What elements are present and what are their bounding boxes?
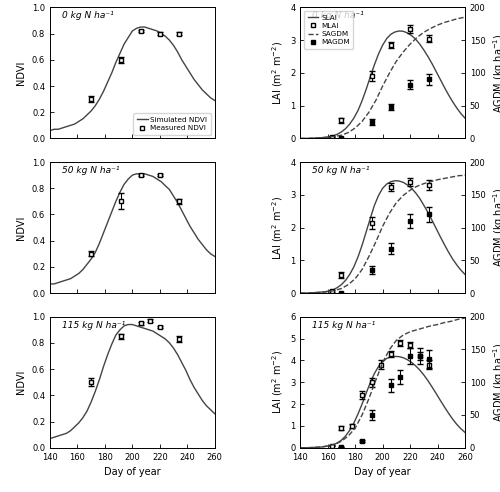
Legend: SLAI, MLAI, SAGDM, MAGDM: SLAI, MLAI, SAGDM, MAGDM	[304, 11, 354, 49]
Text: 50 kg N ha⁻¹: 50 kg N ha⁻¹	[312, 166, 370, 175]
Legend: Simulated NDVI, Measured NDVI: Simulated NDVI, Measured NDVI	[133, 113, 211, 135]
X-axis label: Day of year: Day of year	[104, 467, 160, 477]
Y-axis label: AGDM (kg ha$^{-1}$): AGDM (kg ha$^{-1}$)	[491, 342, 500, 422]
Text: 0 kg N ha⁻¹: 0 kg N ha⁻¹	[62, 11, 114, 20]
Text: 115 kg N ha⁻¹: 115 kg N ha⁻¹	[62, 321, 125, 330]
Y-axis label: LAI (m$^2$ m$^{-2}$): LAI (m$^2$ m$^{-2}$)	[270, 195, 284, 260]
X-axis label: Day of year: Day of year	[354, 467, 411, 477]
Y-axis label: NDVI: NDVI	[16, 370, 26, 395]
Y-axis label: AGDM (kg ha$^{-1}$): AGDM (kg ha$^{-1}$)	[491, 33, 500, 113]
Y-axis label: NDVI: NDVI	[16, 61, 26, 85]
Y-axis label: LAI (m$^2$ m$^{-2}$): LAI (m$^2$ m$^{-2}$)	[270, 350, 284, 414]
Text: 0 kg N ha⁻¹: 0 kg N ha⁻¹	[312, 11, 364, 20]
Text: 50 kg N ha⁻¹: 50 kg N ha⁻¹	[62, 166, 119, 175]
Y-axis label: NDVI: NDVI	[16, 215, 26, 240]
Y-axis label: AGDM (kg ha$^{-1}$): AGDM (kg ha$^{-1}$)	[491, 188, 500, 267]
Y-axis label: LAI (m$^2$ m$^{-2}$): LAI (m$^2$ m$^{-2}$)	[270, 41, 284, 105]
Text: 115 kg N ha⁻¹: 115 kg N ha⁻¹	[312, 321, 375, 330]
